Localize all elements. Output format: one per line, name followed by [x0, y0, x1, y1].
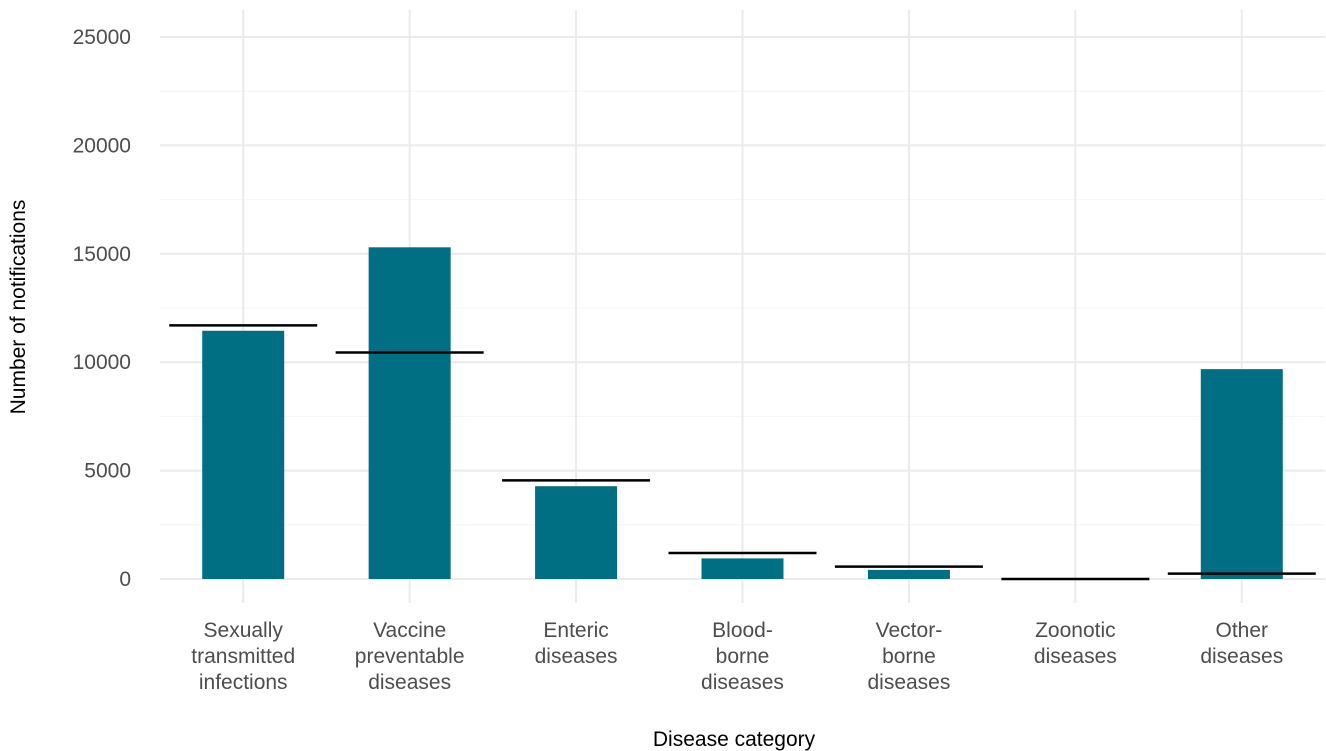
y-tick-label: 20000	[73, 134, 131, 157]
bar	[867, 569, 950, 579]
y-tick-label: 15000	[73, 243, 131, 266]
y-tick-label: 10000	[73, 351, 131, 374]
y-axis-title: Number of notifications	[7, 200, 30, 415]
x-tick-label: Vaccine preventable diseases	[355, 619, 465, 694]
reference-lines	[169, 324, 1316, 581]
x-axis-title: Disease category	[653, 728, 816, 751]
x-tick-label: Sexually transmitted infections	[191, 619, 295, 694]
x-tick-label: Zoonotic diseases	[1034, 619, 1117, 668]
bar	[202, 330, 285, 579]
bar	[701, 558, 784, 579]
bar	[535, 486, 618, 579]
y-tick-label: 5000	[84, 460, 131, 483]
x-tick-label: Enteric diseases	[535, 619, 618, 668]
grid	[160, 10, 1325, 603]
y-axis-ticks: 0 5000 10000 15000 20000 25000	[73, 26, 131, 591]
bars	[202, 247, 1283, 579]
x-axis-ticks: Sexually transmitted infections Vaccine prev…	[191, 619, 1283, 694]
bar	[368, 247, 451, 579]
x-tick-label: Other diseases	[1200, 619, 1283, 668]
y-tick-label: 0	[119, 568, 131, 591]
y-tick-label: 25000	[73, 26, 131, 49]
x-tick-label: Vector-borne diseases	[867, 619, 950, 694]
x-tick-label: Blood-borne diseases	[701, 619, 784, 694]
bar	[1200, 369, 1283, 579]
